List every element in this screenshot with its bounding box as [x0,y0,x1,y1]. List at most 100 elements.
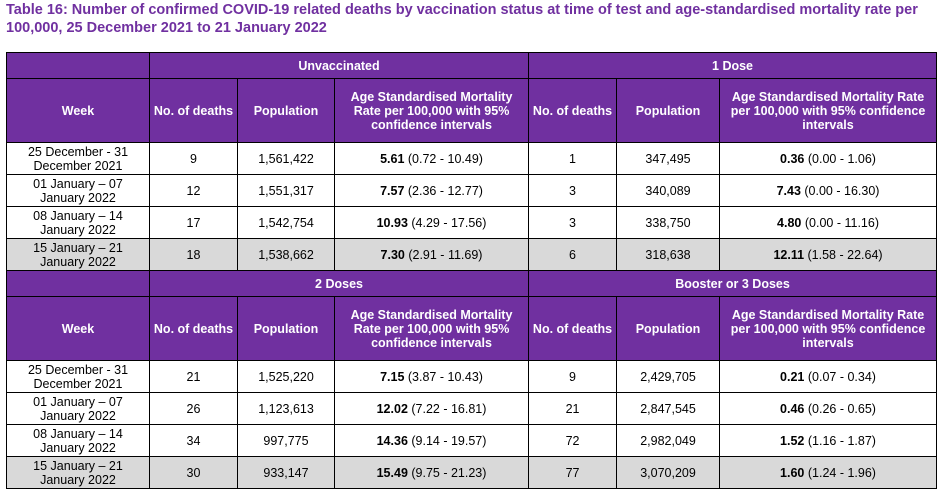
table-row: 25 December - 31 December 2021 9 1,561,422… [6,142,938,175]
population-cell: 347,495 [616,142,721,175]
rate-cell: 7.57 (2.36 - 12.77) [333,174,530,207]
column-header-week: Week [6,78,150,143]
rate-value: 12.11 [773,247,805,262]
confidence-interval: (0.07 - 0.34) [804,369,876,384]
population-cell: 1,561,422 [237,142,335,175]
confidence-interval: (0.00 - 16.30) [800,183,880,198]
confidence-interval: (2.36 - 12.77) [404,183,483,198]
column-header-population: Population [237,296,335,361]
population-cell: 2,982,049 [616,424,721,457]
deaths-cell: 9 [149,142,238,175]
deaths-cell: 26 [149,392,238,425]
rate-value: 12.02 [376,401,408,416]
deaths-cell: 3 [528,174,618,207]
table-row: 01 January – 07 January 2022 12 1,551,317 7… [6,174,938,207]
column-header-rate: Age Standardised Mortality Rate per 100,… [333,296,530,361]
rate-cell: 15.49 (9.75 - 21.23) [333,456,530,489]
week-cell: 25 December - 31 December 2021 [6,142,150,175]
column-header-deaths: No. of deaths [528,296,618,361]
rate-value: 14.36 [376,433,408,448]
mortality-table: Unvaccinated 1 Dose Week No. of deaths Popul… [6,52,938,489]
group-header: Booster or 3 Doses [528,270,938,297]
population-cell: 1,542,754 [237,206,335,239]
rate-value: 4.80 [777,215,802,230]
deaths-cell: 9 [528,360,618,393]
confidence-interval: (9.75 - 21.23) [407,465,487,480]
confidence-interval: (1.16 - 1.87) [804,433,876,448]
table-row: 01 January – 07 January 2022 26 1,123,613 1… [6,392,938,425]
deaths-cell: 6 [528,238,618,271]
confidence-interval: (4.29 - 17.56) [407,215,487,230]
corner-cell [6,52,150,79]
rate-cell: 0.36 (0.00 - 1.06) [719,142,938,175]
rate-value: 7.30 [380,247,405,262]
confidence-interval: (0.72 - 10.49) [404,151,483,166]
rate-cell: 10.93 (4.29 - 17.56) [333,206,530,239]
rate-cell: 0.21 (0.07 - 0.34) [719,360,938,393]
deaths-cell: 72 [528,424,618,457]
confidence-interval: (9.14 - 19.57) [407,433,487,448]
rate-value: 7.15 [380,369,405,384]
corner-cell [6,270,150,297]
column-header-population: Population [237,78,335,143]
column-header-rate: Age Standardised Mortality Rate per 100,… [719,78,938,143]
table-title: Table 16: Number of confirmed COVID-19 r… [6,2,918,36]
column-header-row: Week No. of deaths Population Age Standardi… [6,78,938,143]
confidence-interval: (0.00 - 1.06) [804,151,876,166]
rate-cell: 12.11 (1.58 - 22.64) [719,238,938,271]
population-cell: 338,750 [616,206,721,239]
week-cell: 25 December - 31 December 2021 [6,360,150,393]
rate-value: 0.46 [780,401,805,416]
column-header-deaths: No. of deaths [149,296,238,361]
rate-cell: 14.36 (9.14 - 19.57) [333,424,530,457]
population-cell: 997,775 [237,424,335,457]
column-header-row: Week No. of deaths Population Age Standardi… [6,296,938,361]
column-header-rate: Age Standardised Mortality Rate per 100,… [333,78,530,143]
rate-value: 0.36 [780,151,805,166]
rate-value: 15.49 [376,465,408,480]
population-cell: 340,089 [616,174,721,207]
rate-value: 0.21 [780,369,805,384]
population-cell: 933,147 [237,456,335,489]
rate-cell: 4.80 (0.00 - 11.16) [719,206,938,239]
confidence-interval: (7.22 - 16.81) [407,401,487,416]
week-cell: 08 January – 14 January 2022 [6,206,150,239]
group-header: 2 Doses [148,270,530,297]
rate-value: 10.93 [376,215,408,230]
deaths-cell: 18 [149,238,238,271]
table-row: 15 January – 21 January 2022 30 933,147 15.… [6,456,938,489]
rate-value: 7.43 [776,183,801,198]
week-cell: 01 January – 07 January 2022 [6,392,150,425]
column-header-rate: Age Standardised Mortality Rate per 100,… [719,296,938,361]
rate-value: 1.60 [780,465,805,480]
population-cell: 1,551,317 [237,174,335,207]
column-header-deaths: No. of deaths [149,78,238,143]
rate-value: 7.57 [380,183,405,198]
column-header-population: Population [616,296,721,361]
week-cell: 01 January – 07 January 2022 [6,174,150,207]
rate-cell: 12.02 (7.22 - 16.81) [333,392,530,425]
rate-cell: 1.60 (1.24 - 1.96) [719,456,938,489]
rate-cell: 1.52 (1.16 - 1.87) [719,424,938,457]
column-header-week: Week [6,296,150,361]
rate-cell: 7.15 (3.87 - 10.43) [333,360,530,393]
population-cell: 1,525,220 [237,360,335,393]
group-header-row: Unvaccinated 1 Dose [6,52,938,79]
confidence-interval: (2.91 - 11.69) [404,247,483,262]
population-cell: 2,847,545 [616,392,721,425]
deaths-cell: 17 [149,206,238,239]
rate-value: 1.52 [780,433,805,448]
confidence-interval: (3.87 - 10.43) [404,369,483,384]
group-header-row: 2 Doses Booster or 3 Doses [6,270,938,297]
table-row: 08 January – 14 January 2022 17 1,542,754 1… [6,206,938,239]
deaths-cell: 1 [528,142,618,175]
confidence-interval: (1.58 - 22.64) [804,247,883,262]
population-cell: 1,123,613 [237,392,335,425]
column-header-population: Population [616,78,721,143]
table-row: 25 December - 31 December 2021 21 1,525,22… [6,360,938,393]
deaths-cell: 77 [528,456,618,489]
rate-cell: 7.30 (2.91 - 11.69) [333,238,530,271]
confidence-interval: (0.26 - 0.65) [804,401,876,416]
rate-cell: 5.61 (0.72 - 10.49) [333,142,530,175]
deaths-cell: 34 [149,424,238,457]
